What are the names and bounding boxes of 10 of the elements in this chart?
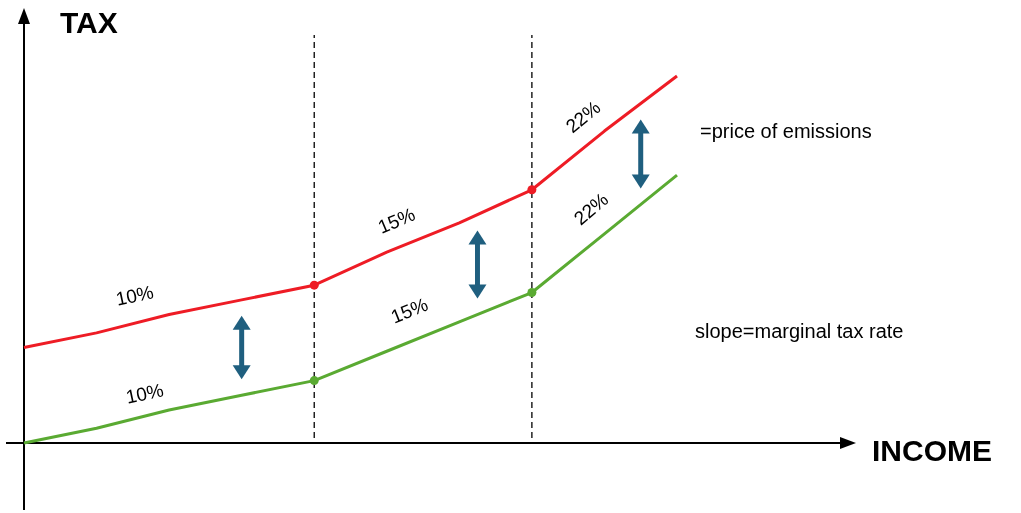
annotation: 10%	[123, 379, 166, 408]
annotation: 10%	[113, 281, 156, 310]
annotation: slope=marginal tax rate	[695, 320, 904, 343]
annotation: 22%	[569, 188, 613, 230]
annotation: 15%	[374, 203, 419, 238]
annotation: 15%	[387, 293, 432, 328]
text: INCOME	[872, 433, 992, 467]
annotation: 22%	[561, 96, 605, 137]
y-axis-title: TAX	[60, 6, 118, 39]
annotation: =price of emissions	[700, 120, 872, 143]
